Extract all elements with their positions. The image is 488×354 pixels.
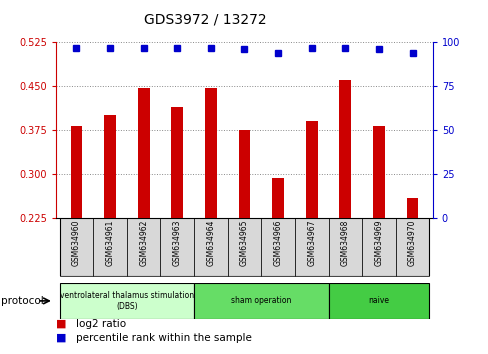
Bar: [227, 218, 261, 276]
Text: GSM634965: GSM634965: [240, 219, 248, 266]
Text: GSM634964: GSM634964: [206, 219, 215, 266]
Bar: [126, 218, 160, 276]
Bar: [328, 218, 362, 276]
Text: GSM634967: GSM634967: [306, 219, 316, 266]
Text: sham operation: sham operation: [231, 296, 291, 306]
Bar: [238, 130, 250, 218]
Bar: [93, 218, 126, 276]
Bar: [104, 115, 116, 218]
Text: GSM634963: GSM634963: [172, 219, 182, 266]
Text: ■: ■: [56, 319, 66, 329]
Text: GSM634960: GSM634960: [72, 219, 81, 266]
Bar: [372, 126, 384, 218]
Text: GSM634969: GSM634969: [374, 219, 383, 266]
Bar: [171, 107, 183, 218]
Bar: [294, 218, 328, 276]
Bar: [160, 218, 194, 276]
Bar: [305, 121, 317, 218]
Bar: [60, 218, 93, 276]
Bar: [194, 283, 328, 319]
Text: GSM634966: GSM634966: [273, 219, 282, 266]
Text: GSM634968: GSM634968: [340, 219, 349, 266]
Bar: [70, 126, 82, 218]
Text: GSM634962: GSM634962: [139, 219, 148, 266]
Text: GSM634970: GSM634970: [407, 219, 416, 266]
Text: ■: ■: [56, 333, 66, 343]
Bar: [395, 218, 428, 276]
Text: ventrolateral thalamus stimulation
(DBS): ventrolateral thalamus stimulation (DBS): [60, 291, 194, 310]
Bar: [60, 283, 194, 319]
Text: naive: naive: [368, 296, 388, 306]
Bar: [339, 80, 350, 218]
Text: log2 ratio: log2 ratio: [76, 319, 126, 329]
Text: GDS3972 / 13272: GDS3972 / 13272: [144, 12, 266, 27]
Bar: [362, 218, 395, 276]
Bar: [194, 218, 227, 276]
Bar: [272, 178, 284, 218]
Bar: [261, 218, 294, 276]
Text: percentile rank within the sample: percentile rank within the sample: [76, 333, 251, 343]
Text: GSM634961: GSM634961: [105, 219, 114, 266]
Bar: [204, 88, 216, 218]
Bar: [328, 283, 428, 319]
Text: protocol: protocol: [1, 296, 43, 306]
Bar: [406, 199, 418, 218]
Bar: [138, 88, 149, 218]
